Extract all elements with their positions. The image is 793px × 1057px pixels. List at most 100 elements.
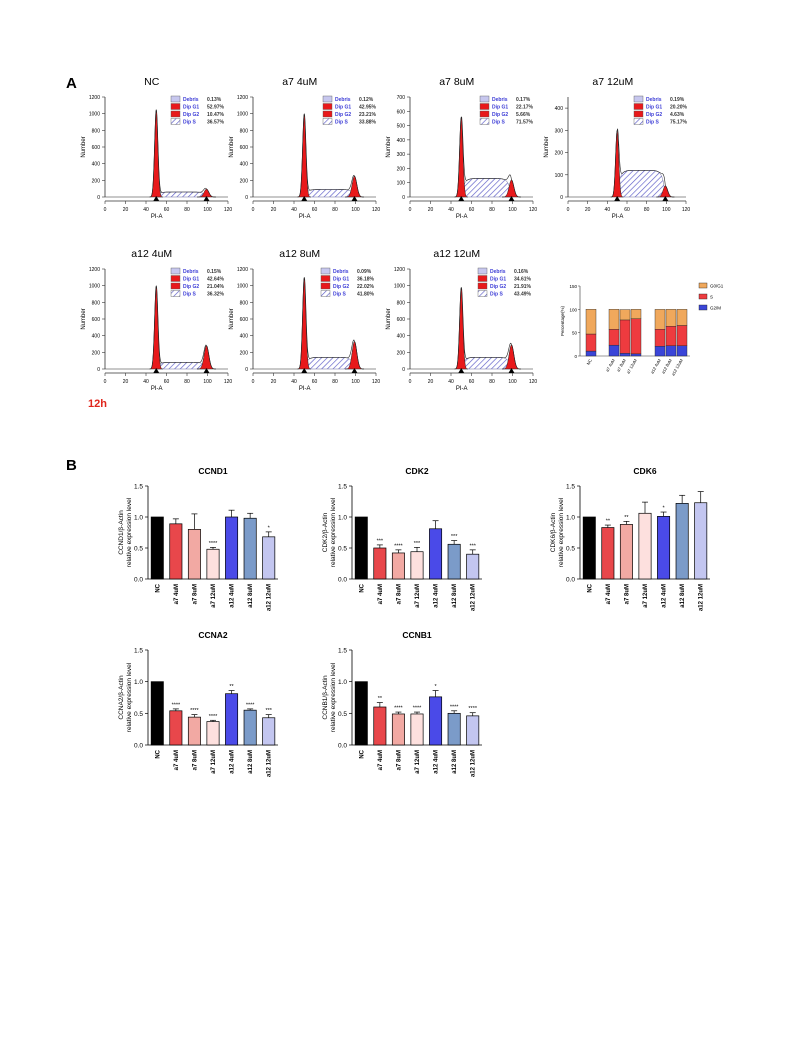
x-tick-label: 0 [252,207,255,213]
bar [373,547,387,580]
s-phase-area [616,170,666,198]
y-tick-label: 1.5 [338,484,347,491]
stack-segment [665,345,677,357]
envelope-line [410,116,533,198]
legend-value: 5.66% [516,112,531,118]
y-tick-label: 1000 [89,284,100,290]
peak-marker [614,196,621,201]
category-label: a12 12uM [267,750,273,777]
bar-chart-1: CDK2 0.0 0.5 1.0 1.5 CDK2/β-Actin relative exp… [322,466,482,611]
x-tick-label: 120 [372,379,381,385]
histogram-4: a12 4uM 0 200 400 600 800 1000 1200 0 20 40 60 80 100… [81,248,232,392]
stack-segment [585,309,597,335]
y-tick-label: 1.0 [134,679,143,686]
x-tick-label: 100 [203,207,212,213]
g1-peak [297,277,312,370]
x-tick-label: 40 [605,207,611,213]
y-tick-label: 0.5 [338,711,347,718]
g1-peak [149,285,164,370]
legend-swatch [698,304,708,311]
bar [694,502,708,580]
y-tick-label: 200 [555,151,564,157]
chart-title: CDK6 [633,466,656,476]
category-label: a12 4uM [662,584,668,608]
legend-label: Dip G2 [492,112,508,118]
histogram-title: a12 12uM [433,248,480,260]
x-tick-label: 40 [448,379,454,385]
bar [243,709,257,746]
stack-segment [630,309,642,319]
g1-peak [297,113,312,198]
peak-marker [153,368,160,373]
histogram-title: a7 4uM [282,76,317,88]
y-tick-label: 0.5 [134,711,143,718]
bar [262,717,276,746]
x-tick-label: 100 [203,379,212,385]
category-label: NC [587,583,593,592]
y-tick-label: 400 [397,334,406,340]
legend-label: Dip G1 [333,277,349,283]
legend-swatch [320,290,331,297]
legend-label: Dip S [333,292,346,298]
y-axis-label: Number [81,308,87,329]
category-label: a12 8uM [248,584,254,608]
y-tick-label: 1.5 [566,484,575,491]
y-tick-label: 0.0 [566,577,575,584]
category-label: a7 8uM [396,750,402,770]
stack-segment [676,345,688,357]
significance-label: *** [451,534,458,540]
y-tick-label: 1000 [237,284,248,290]
s-phase-area [155,362,207,370]
y-tick-label: 100 [555,173,564,179]
chart-title: CCND1 [198,466,228,476]
category-label: NC [155,583,161,592]
stack-segment [665,326,677,346]
significance-label: ** [378,696,383,702]
legend-swatch [633,110,644,118]
y-tick-label: 400 [92,162,101,168]
x-axis-label: PI-A [151,214,163,220]
x-tick-label: 0 [252,379,255,385]
bar [601,527,615,580]
y-tick-label: 600 [397,317,406,323]
significance-label: ** [606,519,611,525]
significance-label: **** [209,541,218,547]
stack-segment [630,353,642,357]
legend-value: 22.17% [516,105,534,111]
legend-swatch [477,282,488,290]
legend-value: 52.97% [207,105,225,111]
x-tick-label: 80 [489,379,495,385]
x-tick-label: 120 [529,379,538,385]
y-axis-label-2: relative expression level [330,662,337,732]
bar [187,529,201,580]
category-label: a12 4uM [230,584,236,608]
category-label: a12 4uM [230,750,236,774]
chart-title: CDK2 [405,466,428,476]
legend-value: 42.95% [359,105,377,111]
legend-label: Dip G1 [183,105,199,111]
legend-label: Dip S [492,120,505,126]
legend-label: Dip G2 [333,284,349,290]
legend-value: 75.17% [670,120,688,126]
legend-swatch [633,103,644,110]
x-tick-label: 80 [184,207,190,213]
x-tick-label: 0 [104,207,107,213]
significance-label: * [663,506,666,512]
significance-label: *** [470,543,477,549]
legend-swatch [322,95,333,103]
y-tick-label: 800 [92,300,101,306]
category-label: NC [155,749,161,758]
category-label: a7 4uM [174,584,180,604]
significance-label: **** [394,706,403,712]
significance-label: **** [209,714,218,720]
x-tick-label: 60 [312,207,318,213]
bar [466,553,480,580]
legend-label: Dip S [335,120,348,126]
y-axis-label: Number [81,136,87,157]
bar [225,516,239,580]
legend-value: 21.04% [207,284,225,290]
y-tick-label: 300 [397,152,406,158]
y-tick-label: 0 [560,195,563,201]
significance-label: **** [190,708,199,714]
